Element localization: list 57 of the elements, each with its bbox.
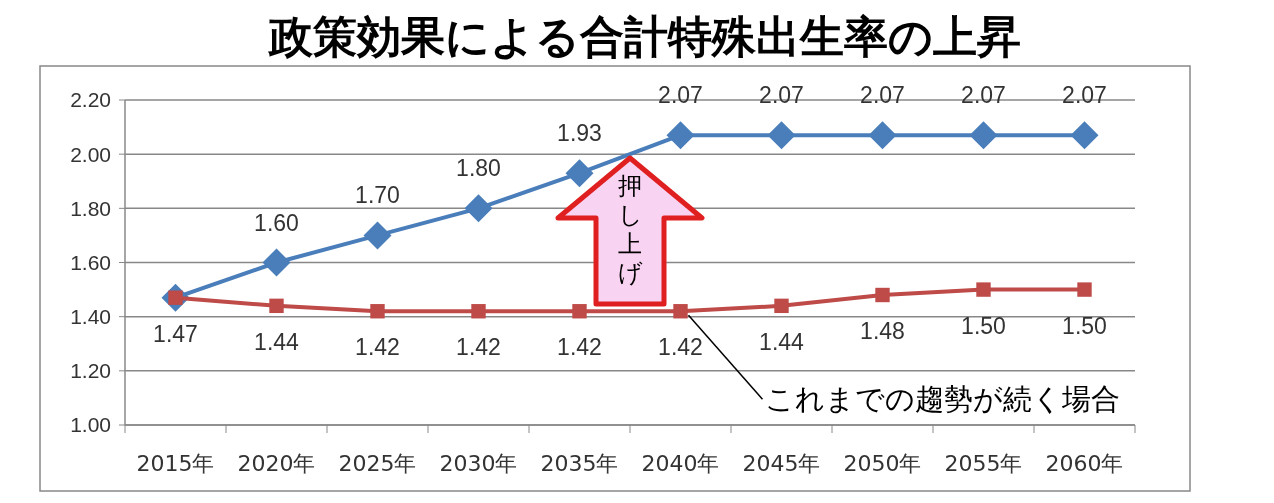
data-label: 1.50 [1062,312,1107,339]
y-tick-label: 1.80 [70,196,111,220]
point [464,194,493,223]
point [969,121,998,150]
x-tick-label: 2015年 [136,451,215,476]
point [370,304,385,319]
point [976,282,991,297]
data-label: 2.07 [1062,82,1107,109]
x-tick-label: 2030年 [439,451,518,476]
point [363,221,392,250]
data-label: 1.48 [860,318,905,344]
point [774,298,789,314]
point [1070,121,1099,150]
point [666,121,695,150]
y-tick-label: 1.40 [70,305,111,329]
point [262,248,291,277]
x-tick-label: 2055年 [944,451,1023,476]
data-label: 1.42 [355,334,400,361]
x-tick-label: 2025年 [338,451,417,476]
data-label: 1.47 [153,320,198,347]
data-label: 2.07 [658,82,703,109]
point [875,287,890,303]
y-tick-label: 2.20 [70,88,111,112]
data-label: 2.07 [759,82,804,109]
x-tick-label: 2020年 [237,451,316,476]
y-tick-label: 1.00 [70,413,111,437]
data-label: 1.93 [557,120,602,147]
point [471,304,486,319]
x-tick-label: 2035年 [540,451,619,476]
point [868,121,897,150]
data-label: 1.70 [355,182,400,209]
data-label: 2.07 [961,82,1006,109]
chart-title: 政策効果による合計特殊出生率の上昇 [267,11,1021,62]
point [269,298,284,314]
x-tick-label: 2045年 [742,451,821,476]
point [1077,282,1092,297]
point [572,304,587,319]
y-tick-label: 2.00 [70,142,111,166]
x-tick-label: 2060年 [1045,451,1124,476]
data-label: 1.80 [456,155,501,182]
point [767,121,796,150]
data-label: 2.07 [860,82,905,109]
data-label: 1.50 [961,312,1006,339]
point [565,159,594,188]
annotation: これまでの趨勢が続く場合 [764,382,1120,417]
point [673,304,688,319]
y-tick-label: 1.60 [70,250,111,274]
data-label: 1.60 [254,209,299,236]
x-tick-label: 2050年 [843,451,922,476]
data-label: 1.44 [759,328,805,355]
y-tick-label: 1.20 [70,359,111,383]
data-label: 1.42 [456,334,501,361]
x-tick-label: 2040年 [641,451,720,476]
annotation: 押し上げ [617,172,643,287]
data-label: 1.44 [254,328,300,355]
data-label: 1.42 [658,334,703,361]
data-label: 1.42 [557,334,602,361]
